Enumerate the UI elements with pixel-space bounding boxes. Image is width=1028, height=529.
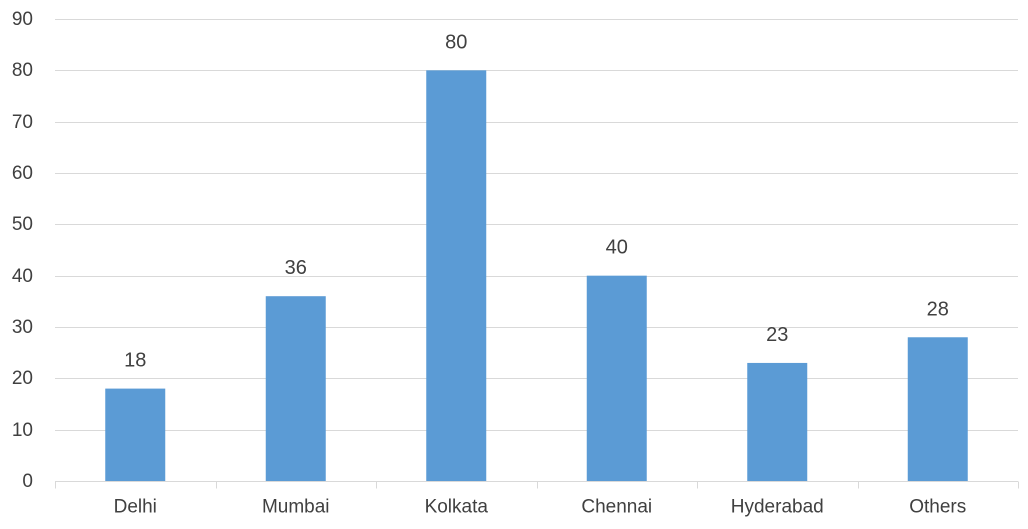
gridlines — [55, 19, 1018, 431]
bars — [105, 70, 968, 481]
bar-delhi — [105, 388, 166, 481]
category-label: Chennai — [581, 497, 652, 518]
y-tick-label: 10 — [12, 420, 33, 441]
y-tick-label: 0 — [22, 471, 33, 492]
category-label: Mumbai — [262, 497, 330, 518]
y-tick-label: 50 — [12, 214, 33, 235]
data-label: 40 — [606, 237, 628, 259]
y-tick-label: 90 — [12, 9, 33, 30]
data-label: 23 — [766, 324, 788, 346]
bar-chennai — [586, 275, 647, 481]
data-labels: 18 36 80 40 23 28 — [124, 31, 949, 371]
bar-hyderabad — [747, 362, 808, 481]
category-label: Hyderabad — [731, 497, 824, 518]
category-label: Kolkata — [425, 497, 489, 518]
data-label: 28 — [927, 298, 949, 320]
x-axis-category-labels: Delhi Mumbai Kolkata Chennai Hyderabad Others — [114, 497, 967, 518]
y-tick-label: 60 — [12, 163, 33, 184]
y-tick-label: 30 — [12, 317, 33, 338]
data-label: 18 — [124, 350, 146, 372]
y-axis-tick-labels: 0 10 20 30 40 50 60 70 80 90 — [12, 9, 33, 492]
bar-others — [907, 337, 968, 481]
x-axis — [55, 481, 1019, 489]
category-label: Others — [909, 497, 966, 518]
y-tick-label: 70 — [12, 112, 33, 133]
bar-kolkata — [426, 70, 487, 481]
y-tick-label: 80 — [12, 60, 33, 81]
y-tick-label: 40 — [12, 266, 33, 287]
y-tick-label: 20 — [12, 368, 33, 389]
data-label: 80 — [445, 31, 467, 53]
bar-mumbai — [265, 296, 326, 481]
category-label: Delhi — [114, 497, 157, 518]
data-label: 36 — [285, 257, 307, 279]
